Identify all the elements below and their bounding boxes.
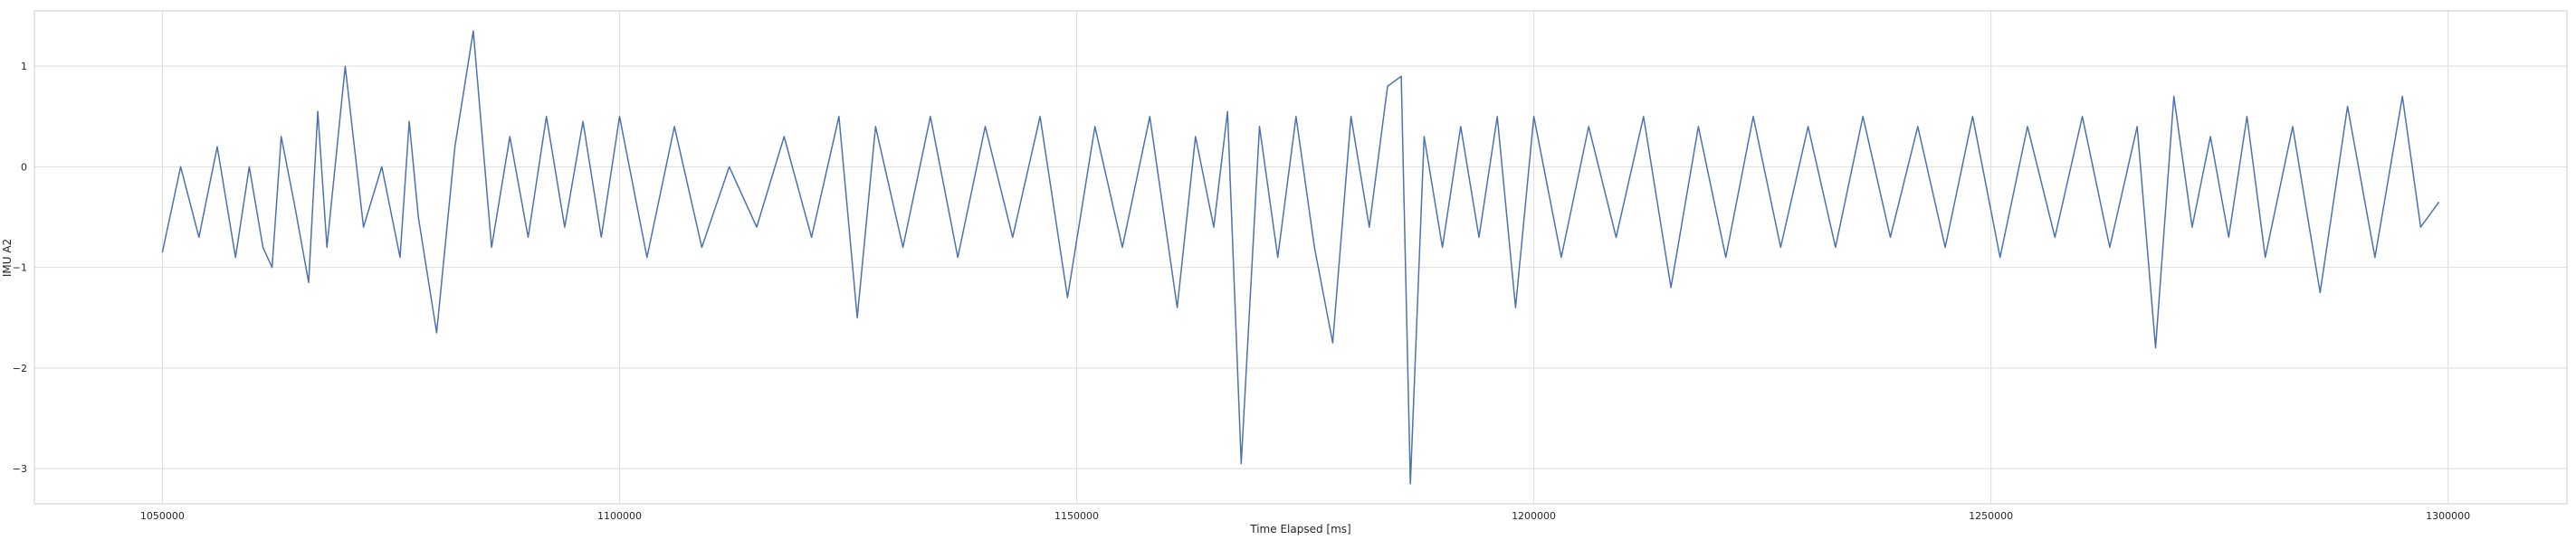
y-tick-label: 1 [21,61,27,72]
plot-frame [33,10,2568,505]
y-tick-labels: −3 −2 −1 0 1 [13,61,27,475]
x-tick-label: 1250000 [1969,510,2013,522]
x-tick-label: 1200000 [1512,510,1556,522]
grid [34,11,2567,504]
y-axis-label: IMU A2 [1,239,14,277]
x-tick-label: 1100000 [597,510,642,522]
y-tick-label: 0 [21,161,27,173]
series-layer [161,30,2440,485]
y-tick-label: −2 [13,363,27,374]
x-tick-label: 1050000 [140,510,185,522]
x-tick-label: 1150000 [1054,510,1099,522]
y-tick-label: −1 [13,262,27,274]
x-axis-label: Time Elapsed [ms] [1249,523,1350,535]
plot-background [34,11,2567,504]
y-tick-label: −3 [13,463,27,475]
series-line [161,30,2440,485]
x-tick-labels: 1050000 1100000 1150000 1200000 1250000 13000… [140,510,2470,522]
x-tick-label: 1300000 [2426,510,2470,522]
